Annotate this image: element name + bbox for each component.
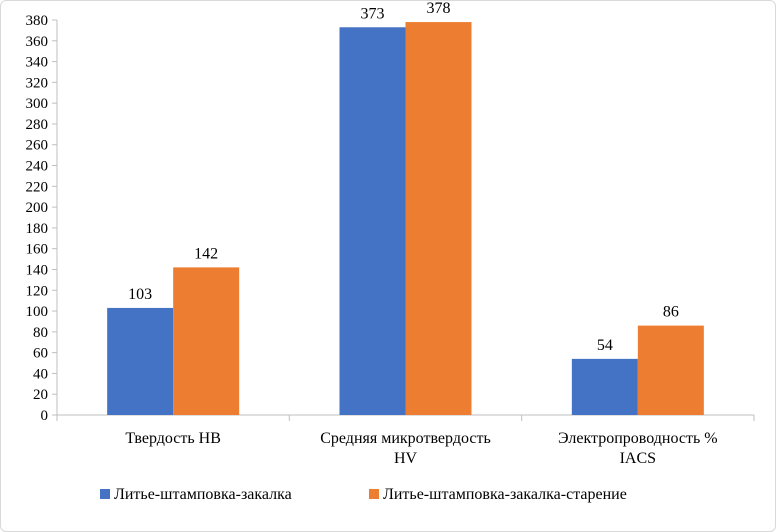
bar xyxy=(173,267,240,415)
x-category-label: Электропроводность % IACS xyxy=(558,430,718,467)
bar xyxy=(339,27,406,416)
y-tick-label: 260 xyxy=(26,138,49,154)
y-tick-label: 160 xyxy=(26,242,49,258)
y-tick-label: 120 xyxy=(26,283,49,299)
axes: 0 20 40 60 80 100 120 140 160 180 200 220 240 260 280 3… xyxy=(26,13,755,467)
y-tick-label: 340 xyxy=(26,55,49,71)
data-label: 142 xyxy=(194,245,218,262)
data-label: 86 xyxy=(663,304,679,321)
legend: Литье-штамповка-закалка Литье-штамповка-з… xyxy=(100,486,627,503)
bar xyxy=(637,325,704,415)
y-tick-label: 320 xyxy=(26,75,49,91)
legend-label: Литье-штамповка-закалка-старение xyxy=(383,486,627,503)
y-tick-label: 300 xyxy=(26,96,49,112)
y-tick-label: 140 xyxy=(26,262,49,278)
y-tick-label: 220 xyxy=(26,179,49,195)
y-tick-label: 200 xyxy=(26,200,49,216)
y-tick-label: 280 xyxy=(26,117,49,133)
bars xyxy=(107,22,704,416)
legend-label: Литье-штамповка-закалка xyxy=(114,486,292,503)
y-tick-label: 0 xyxy=(41,408,49,424)
data-label: 54 xyxy=(597,337,613,354)
data-label: 378 xyxy=(427,0,451,17)
y-tick-label: 100 xyxy=(26,304,49,320)
x-category-label: Средняя микротвердость HV xyxy=(320,430,491,467)
y-tick-label: 40 xyxy=(33,366,48,382)
legend-swatch xyxy=(369,489,379,499)
bar xyxy=(107,307,174,415)
legend-swatch xyxy=(100,489,110,499)
bar xyxy=(405,22,472,415)
y-tick-label: 80 xyxy=(33,325,48,341)
y-tick-label: 60 xyxy=(33,346,48,362)
x-category-label: Твердость HB xyxy=(125,430,220,447)
data-labels: 103 142 373 378 54 86 xyxy=(128,0,679,354)
bar xyxy=(571,358,638,415)
y-tick-label: 360 xyxy=(26,34,49,50)
y-tick-label: 240 xyxy=(26,159,49,175)
y-tick-label: 380 xyxy=(26,13,49,29)
data-label: 103 xyxy=(128,286,152,303)
data-label: 373 xyxy=(361,5,385,22)
y-tick-label: 20 xyxy=(33,387,48,403)
y-tick-label: 180 xyxy=(26,221,49,237)
